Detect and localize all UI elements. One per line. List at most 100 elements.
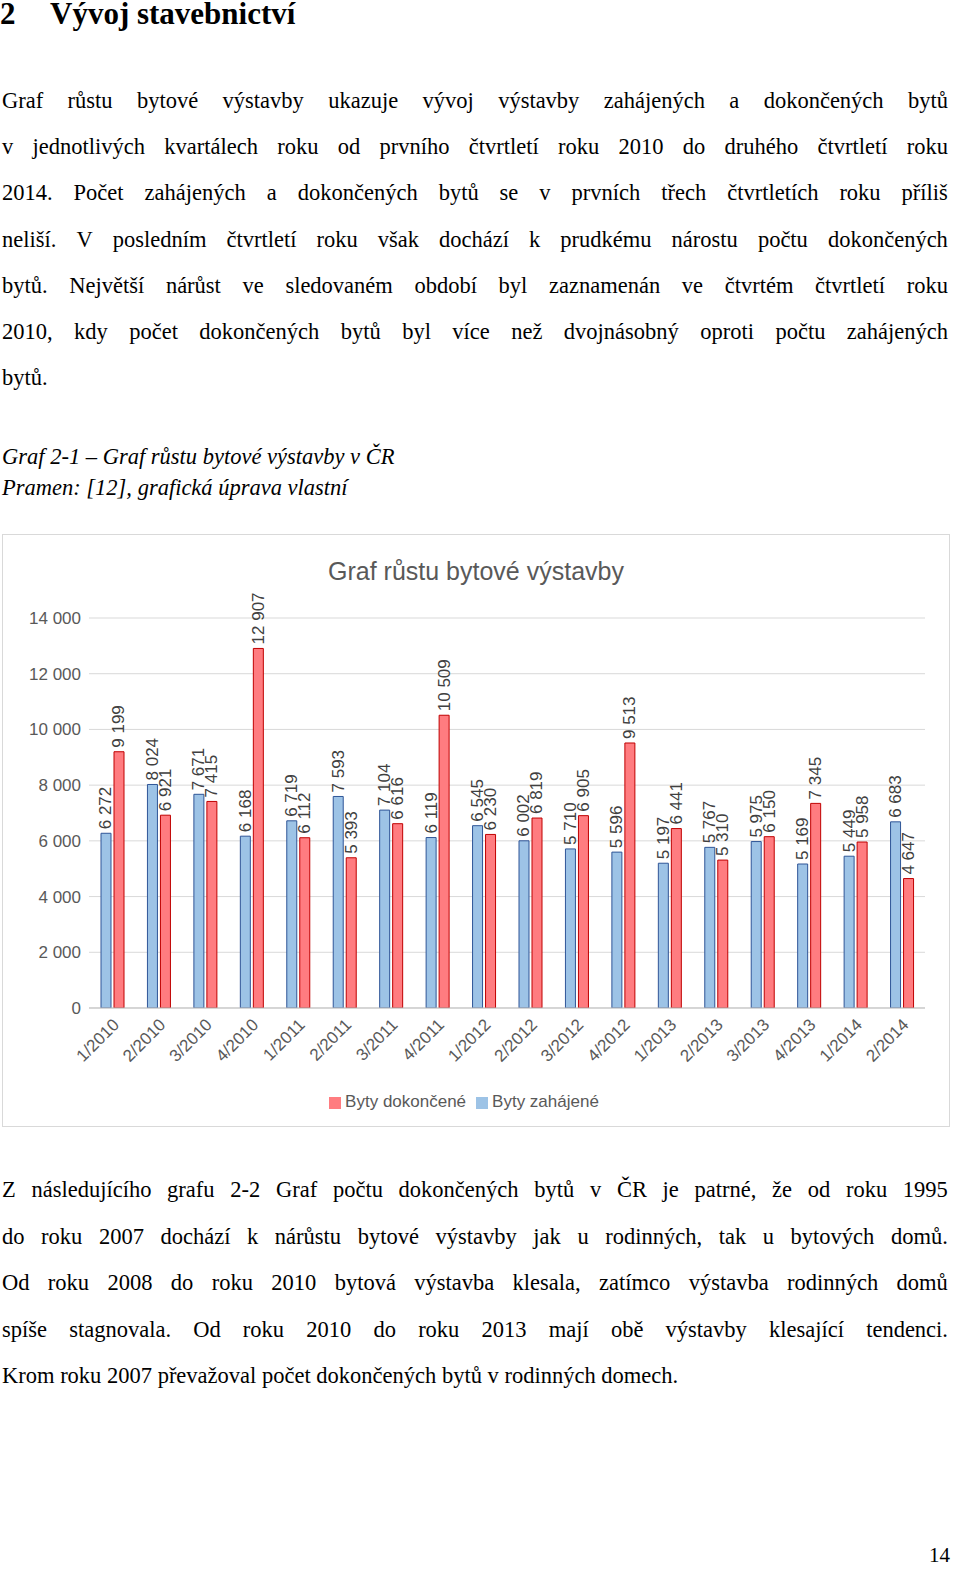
svg-text:6 683: 6 683: [886, 775, 905, 818]
html-text:příliš: příliš: [901, 180, 948, 206]
svg-text:6 616: 6 616: [388, 777, 407, 820]
svg-text:6 150: 6 150: [760, 790, 779, 833]
html-text:však: však: [377, 226, 419, 252]
html-text:jednotlivých: jednotlivých: [32, 134, 145, 160]
svg-text:1/2013: 1/2013: [630, 1015, 680, 1065]
html-text:prvního: prvního: [379, 134, 450, 160]
html-text:kvartálech: kvartálech: [164, 134, 258, 160]
html-text:čtvrtém: čtvrtém: [724, 272, 794, 298]
svg-text:9 513: 9 513: [620, 696, 639, 739]
svg-text:6 168: 6 168: [236, 790, 255, 833]
svg-text:12 907: 12 907: [249, 592, 268, 644]
svg-text:6 905: 6 905: [574, 769, 593, 812]
html-text:2014.: 2014.: [2, 180, 53, 206]
html-text:byl: byl: [498, 272, 528, 298]
html-text:čtvrtletí: čtvrtletí: [468, 134, 539, 160]
svg-text:9 199: 9 199: [110, 705, 129, 748]
html-text:ukazuje: ukazuje: [328, 88, 399, 114]
svg-text:5 310: 5 310: [713, 814, 732, 857]
html-text:druhého: druhého: [724, 134, 799, 160]
html-text:výstavby: výstavby: [222, 88, 304, 114]
svg-text:4/2013: 4/2013: [769, 1015, 819, 1065]
svg-text:3/2011: 3/2011: [352, 1015, 401, 1064]
svg-text:6 819: 6 819: [528, 771, 547, 814]
html-text:výstavby: výstavby: [498, 88, 580, 114]
html-text:období: období: [414, 272, 477, 298]
svg-text:6 119: 6 119: [422, 792, 441, 833]
html-text:prvních: prvních: [571, 180, 641, 206]
svg-text:4 000: 4 000: [38, 888, 81, 907]
html-text:bytů.: bytů.: [2, 272, 48, 298]
html-text:vývoj: vývoj: [422, 88, 474, 114]
svg-text:7 415: 7 415: [202, 755, 221, 798]
html-text:roku: roku: [906, 134, 948, 160]
svg-text:6 000: 6 000: [38, 832, 81, 851]
html-text:třech: třech: [661, 180, 707, 206]
html-text:Graf růstu bytové výstavby: Graf růstu bytové výstavby: [328, 557, 624, 585]
html-text:zahájených: zahájených: [144, 180, 246, 206]
html-text:roku: roku: [557, 134, 600, 160]
svg-text:2/2012: 2/2012: [491, 1015, 541, 1065]
html-text:bytové: bytové: [137, 88, 199, 114]
svg-text:5 958: 5 958: [853, 795, 872, 838]
html-text:neliší.: neliší.: [2, 226, 57, 252]
html-text:Největší: Největší: [69, 272, 145, 298]
html-text:dokončených: dokončených: [827, 226, 948, 252]
html-text:zaznamenán: zaznamenán: [549, 272, 661, 298]
svg-text:2/2014: 2/2014: [862, 1015, 912, 1065]
html-text:Graf: Graf: [2, 88, 44, 114]
html-text:čtvrtletích: čtvrtletích: [727, 180, 819, 206]
html-text:roku: roku: [277, 134, 319, 160]
svg-text:3/2010: 3/2010: [166, 1015, 216, 1065]
html-text:počtu: počtu: [757, 226, 808, 252]
html-text:bytů: bytů: [438, 180, 479, 206]
html-text:Počet: Počet: [73, 180, 124, 206]
html-text:sledovaném: sledovaném: [285, 272, 393, 298]
html-text:dochází: dochází: [439, 226, 509, 252]
svg-text:6 921: 6 921: [156, 769, 175, 812]
svg-text:6 272: 6 272: [97, 787, 116, 830]
svg-text:2/2010: 2/2010: [119, 1015, 169, 1065]
svg-text:8 000: 8 000: [38, 776, 81, 795]
svg-text:1/2011: 1/2011: [259, 1015, 308, 1064]
html-text:dokončených: dokončených: [763, 88, 884, 114]
svg-text:3/2012: 3/2012: [537, 1015, 587, 1065]
html-text:bytů: bytů: [908, 88, 948, 114]
svg-text:12 000: 12 000: [29, 665, 81, 684]
html-text:čtvrtletí: čtvrtletí: [226, 226, 297, 252]
svg-text:14 000: 14 000: [29, 609, 81, 628]
svg-text:5 169: 5 169: [793, 817, 812, 860]
svg-text:0: 0: [72, 999, 81, 1018]
svg-text:1/2012: 1/2012: [444, 1015, 494, 1065]
svg-text:2 000: 2 000: [38, 943, 81, 962]
svg-text:10 509: 10 509: [435, 659, 454, 711]
svg-text:1/2014: 1/2014: [816, 1015, 866, 1065]
svg-text:3/2013: 3/2013: [723, 1015, 773, 1065]
svg-text:1/2010: 1/2010: [73, 1015, 123, 1065]
svg-text:4/2011: 4/2011: [399, 1015, 448, 1064]
html-text:2010: 2010: [618, 134, 664, 160]
html-text:čtvrtletí: čtvrtletí: [817, 134, 888, 160]
svg-text:2/2013: 2/2013: [677, 1015, 727, 1065]
svg-text:7 345: 7 345: [806, 757, 825, 800]
svg-text:2/2011: 2/2011: [306, 1015, 355, 1064]
html-text:nárostu: nárostu: [671, 226, 738, 252]
html-text:posledním: posledním: [112, 226, 207, 252]
svg-text:4/2010: 4/2010: [212, 1015, 262, 1065]
svg-text:5 393: 5 393: [342, 811, 361, 854]
html-text:roku: roku: [316, 226, 358, 252]
svg-text:5 596: 5 596: [607, 806, 626, 849]
html-text:roku: roku: [839, 180, 881, 206]
html-text:prudkému: prudkému: [560, 226, 652, 252]
html-text:růstu: růstu: [67, 88, 113, 114]
svg-text:10 000: 10 000: [29, 720, 81, 739]
svg-text:6 230: 6 230: [481, 788, 500, 831]
html-text:nárůst: nárůst: [165, 272, 221, 298]
svg-text:4/2012: 4/2012: [584, 1015, 634, 1065]
svg-text:4 647: 4 647: [899, 832, 918, 875]
svg-text:6 441: 6 441: [667, 782, 686, 825]
svg-text:6 112: 6 112: [295, 792, 314, 833]
html-text:zahájených: zahájených: [603, 88, 705, 114]
html-text:dokončených: dokončených: [297, 180, 418, 206]
svg-text:7 593: 7 593: [329, 750, 348, 793]
